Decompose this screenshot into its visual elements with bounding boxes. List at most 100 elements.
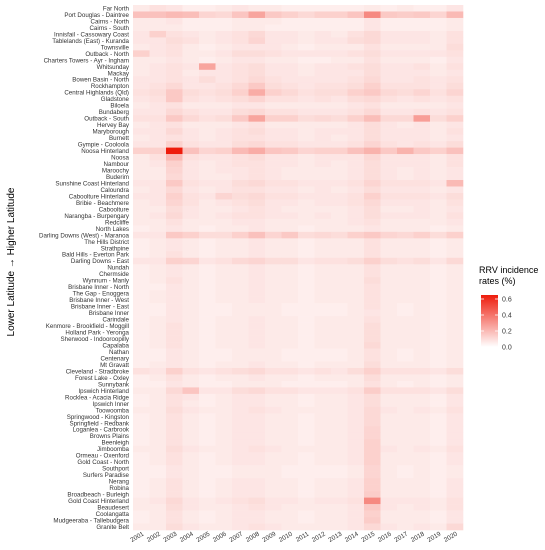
heatmap-cell xyxy=(265,419,282,427)
heatmap-cell xyxy=(166,76,183,84)
heatmap-cell xyxy=(380,218,398,226)
heatmap-cell xyxy=(446,283,464,291)
y-axis-title: Lower Latitude → Higher Latitude xyxy=(6,187,17,336)
heatmap-cell xyxy=(364,63,381,71)
heatmap-cell xyxy=(314,290,332,297)
heatmap-cell xyxy=(149,277,167,284)
heatmap-cell xyxy=(281,484,299,492)
heatmap-cell xyxy=(166,452,183,459)
heatmap-cell xyxy=(199,17,216,25)
heatmap-cell xyxy=(281,82,299,90)
heatmap-cell xyxy=(232,419,249,427)
heatmap-cell xyxy=(166,186,183,194)
heatmap-cell xyxy=(281,465,299,472)
heatmap-cell xyxy=(133,277,150,284)
heatmap-cell xyxy=(265,95,282,103)
heatmap-cell xyxy=(281,251,299,259)
heatmap-cell xyxy=(446,458,464,466)
heatmap-cell xyxy=(149,393,167,401)
heatmap-cell xyxy=(199,24,216,32)
heatmap-cell xyxy=(248,439,266,447)
heatmap-cell xyxy=(331,82,348,90)
heatmap-cell xyxy=(380,30,398,38)
heatmap-cell xyxy=(314,17,332,25)
heatmap-cell xyxy=(182,355,200,362)
heatmap-cell xyxy=(347,387,365,395)
heatmap-cell xyxy=(248,342,266,349)
heatmap-cell xyxy=(199,89,216,97)
heatmap-cell xyxy=(281,290,299,297)
heatmap-cell xyxy=(413,303,431,310)
heatmap-cell xyxy=(430,309,447,317)
heatmap-cell xyxy=(149,348,167,356)
heatmap-cell xyxy=(380,309,398,317)
heatmap-cell xyxy=(364,400,381,408)
heatmap-cell xyxy=(397,322,414,330)
heatmap-cell xyxy=(298,264,315,272)
heatmap-cell xyxy=(199,69,216,77)
heatmap-cell xyxy=(149,82,167,90)
heatmap-cell xyxy=(430,225,447,233)
y-tick-label: Bowen Basin - North xyxy=(72,77,129,84)
heatmap-cell xyxy=(298,180,315,187)
heatmap-cell xyxy=(446,192,464,200)
heatmap-cell xyxy=(331,102,348,109)
heatmap-cell xyxy=(149,173,167,181)
heatmap-cell xyxy=(298,141,315,148)
heatmap-cell xyxy=(215,199,233,207)
heatmap-cell xyxy=(149,290,167,297)
heatmap-cell xyxy=(413,218,431,226)
heatmap-cell xyxy=(314,348,332,356)
heatmap-cell xyxy=(347,406,365,414)
heatmap-cell xyxy=(380,231,398,239)
heatmap-cell xyxy=(331,180,348,187)
heatmap-cell xyxy=(248,277,266,284)
heatmap-cell xyxy=(199,290,216,297)
heatmap-cell xyxy=(232,413,249,421)
heatmap-cell xyxy=(446,167,464,174)
heatmap-cell xyxy=(331,134,348,142)
heatmap-cell xyxy=(182,186,200,194)
heatmap-cell xyxy=(265,283,282,291)
heatmap-cell xyxy=(149,212,167,220)
heatmap-cell xyxy=(215,270,233,278)
heatmap-cell xyxy=(413,17,431,25)
x-tick-label: 2015 xyxy=(360,530,376,543)
heatmap-cell xyxy=(413,478,431,485)
heatmap-cell xyxy=(199,225,216,233)
heatmap-cell xyxy=(215,63,233,71)
heatmap-cell xyxy=(347,303,365,310)
heatmap-cell xyxy=(380,335,398,343)
heatmap-cell xyxy=(215,432,233,440)
heatmap-cell xyxy=(397,244,414,252)
heatmap-cell xyxy=(182,510,200,518)
heatmap-cell xyxy=(199,439,216,447)
heatmap-cell xyxy=(298,257,315,265)
heatmap-cell xyxy=(265,5,282,12)
heatmap-cell xyxy=(182,348,200,356)
heatmap-cell xyxy=(248,387,266,395)
heatmap-cell xyxy=(331,11,348,19)
heatmap-cell xyxy=(314,419,332,427)
heatmap-cell xyxy=(380,264,398,272)
heatmap-cell xyxy=(347,167,365,174)
heatmap-cell xyxy=(331,173,348,181)
heatmap-cell xyxy=(397,238,414,246)
heatmap-cell xyxy=(413,277,431,284)
heatmap-cell xyxy=(397,30,414,38)
heatmap-cell xyxy=(397,121,414,129)
heatmap-cell xyxy=(298,167,315,174)
heatmap-cell xyxy=(347,154,365,161)
y-tick-label: Darling Downs (West) - Maranoa xyxy=(39,232,130,239)
heatmap-cell xyxy=(446,374,464,382)
heatmap-cell xyxy=(430,510,447,518)
heatmap-cell xyxy=(397,406,414,414)
heatmap-cell xyxy=(182,147,200,155)
heatmap-cell xyxy=(248,69,266,77)
heatmap-cell xyxy=(248,30,266,38)
heatmap-cell xyxy=(380,173,398,181)
heatmap-cell xyxy=(166,426,183,434)
heatmap-cell xyxy=(364,504,381,511)
heatmap-cell xyxy=(430,5,447,12)
heatmap-cell xyxy=(364,413,381,421)
